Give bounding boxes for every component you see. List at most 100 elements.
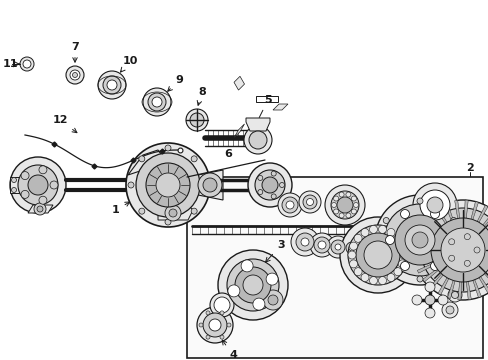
- Circle shape: [424, 282, 434, 292]
- Circle shape: [360, 274, 368, 282]
- Circle shape: [447, 288, 461, 302]
- Circle shape: [241, 260, 253, 272]
- Circle shape: [378, 225, 386, 233]
- Circle shape: [243, 275, 263, 295]
- Circle shape: [404, 225, 434, 255]
- Circle shape: [10, 157, 66, 213]
- Polygon shape: [272, 104, 287, 110]
- Circle shape: [28, 175, 48, 195]
- Wedge shape: [437, 250, 462, 295]
- Circle shape: [450, 217, 456, 224]
- Wedge shape: [413, 250, 462, 264]
- Circle shape: [383, 256, 388, 262]
- Circle shape: [398, 242, 406, 250]
- Circle shape: [347, 251, 355, 259]
- Wedge shape: [427, 213, 462, 250]
- Text: 4: 4: [222, 340, 237, 360]
- Circle shape: [440, 228, 484, 272]
- Circle shape: [190, 113, 203, 127]
- Wedge shape: [462, 250, 488, 279]
- Circle shape: [103, 76, 121, 94]
- Circle shape: [445, 235, 453, 244]
- Circle shape: [317, 241, 325, 249]
- Circle shape: [309, 233, 333, 257]
- Polygon shape: [245, 118, 269, 131]
- Text: 12: 12: [52, 115, 77, 133]
- Circle shape: [244, 126, 271, 154]
- Text: 5: 5: [259, 95, 271, 117]
- Circle shape: [185, 109, 207, 131]
- Wedge shape: [416, 250, 462, 273]
- Polygon shape: [158, 205, 193, 220]
- Text: 2: 2: [465, 163, 473, 173]
- Circle shape: [398, 260, 406, 268]
- Circle shape: [23, 60, 31, 68]
- Circle shape: [20, 57, 34, 71]
- Text: 9: 9: [167, 75, 183, 91]
- Circle shape: [416, 198, 422, 204]
- Circle shape: [400, 261, 408, 270]
- Circle shape: [279, 183, 284, 188]
- Circle shape: [235, 267, 270, 303]
- Text: 8: 8: [197, 87, 205, 105]
- Circle shape: [252, 298, 264, 310]
- Circle shape: [353, 234, 361, 242]
- Circle shape: [411, 232, 427, 248]
- Wedge shape: [462, 250, 488, 293]
- Circle shape: [445, 306, 453, 314]
- Polygon shape: [28, 205, 53, 213]
- Wedge shape: [444, 202, 462, 250]
- Circle shape: [72, 72, 77, 77]
- Polygon shape: [234, 76, 244, 90]
- Wedge shape: [462, 250, 488, 270]
- Circle shape: [271, 171, 276, 176]
- Circle shape: [267, 295, 278, 305]
- Circle shape: [247, 163, 291, 207]
- Circle shape: [386, 229, 394, 237]
- Circle shape: [148, 93, 165, 111]
- Circle shape: [220, 335, 224, 339]
- Circle shape: [341, 238, 361, 258]
- Circle shape: [385, 235, 394, 244]
- Circle shape: [374, 195, 464, 285]
- Circle shape: [464, 260, 469, 266]
- Circle shape: [146, 163, 190, 207]
- Wedge shape: [462, 227, 488, 250]
- Circle shape: [136, 153, 200, 217]
- Circle shape: [142, 88, 171, 116]
- Circle shape: [226, 323, 230, 327]
- Circle shape: [254, 170, 285, 200]
- Circle shape: [98, 71, 126, 99]
- Circle shape: [191, 156, 197, 162]
- Circle shape: [12, 177, 17, 183]
- Polygon shape: [234, 124, 244, 138]
- Circle shape: [257, 175, 262, 180]
- Circle shape: [303, 195, 316, 209]
- Circle shape: [50, 181, 58, 189]
- Circle shape: [383, 217, 388, 224]
- Circle shape: [351, 196, 356, 201]
- Circle shape: [412, 200, 488, 300]
- Circle shape: [363, 241, 391, 269]
- Circle shape: [355, 233, 399, 277]
- Circle shape: [330, 240, 345, 254]
- Wedge shape: [434, 207, 462, 250]
- Circle shape: [139, 208, 144, 214]
- Circle shape: [450, 256, 456, 262]
- Circle shape: [70, 70, 80, 80]
- Circle shape: [326, 236, 348, 258]
- Circle shape: [257, 190, 262, 194]
- Wedge shape: [462, 211, 488, 250]
- Circle shape: [156, 173, 180, 197]
- Wedge shape: [462, 218, 488, 250]
- Circle shape: [348, 245, 354, 251]
- Circle shape: [262, 177, 278, 193]
- Circle shape: [430, 218, 488, 282]
- Wedge shape: [454, 200, 462, 250]
- Circle shape: [393, 268, 401, 276]
- Circle shape: [205, 311, 209, 315]
- Circle shape: [441, 302, 457, 318]
- Circle shape: [339, 217, 415, 293]
- Circle shape: [298, 191, 320, 213]
- Circle shape: [464, 234, 469, 240]
